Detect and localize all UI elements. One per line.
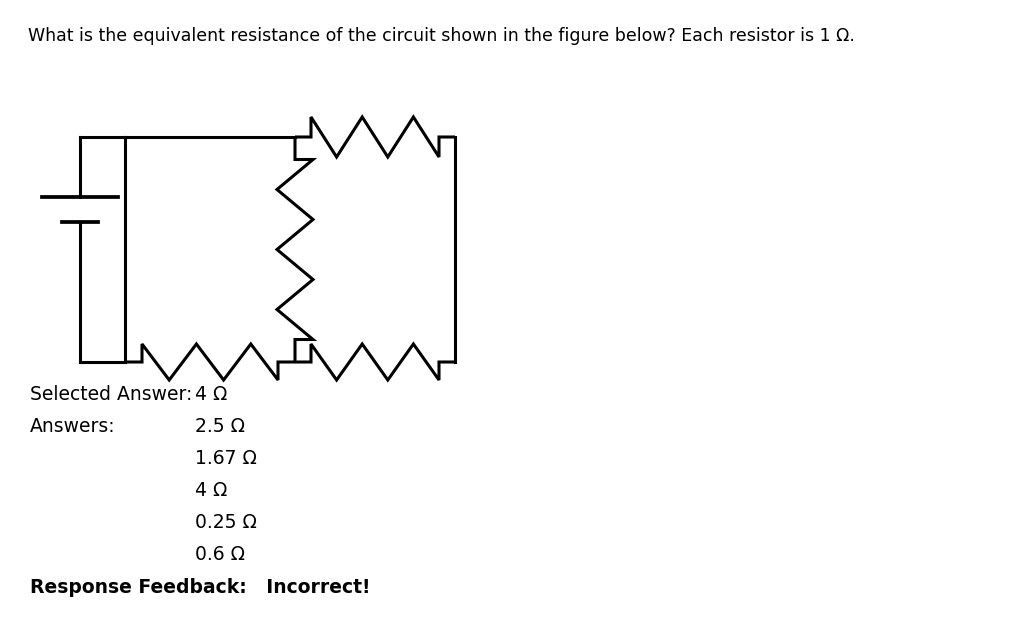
Text: Response Feedback:   Incorrect!: Response Feedback: Incorrect! <box>30 578 371 597</box>
Text: Answers:: Answers: <box>30 417 116 436</box>
Text: 1.67 Ω: 1.67 Ω <box>195 449 257 468</box>
Text: What is the equivalent resistance of the circuit shown in the figure below? Each: What is the equivalent resistance of the… <box>28 27 855 45</box>
Text: 2.5 Ω: 2.5 Ω <box>195 417 245 436</box>
Text: 4 Ω: 4 Ω <box>195 481 227 500</box>
Text: 4 Ω: 4 Ω <box>195 385 227 404</box>
Text: 0.6 Ω: 0.6 Ω <box>195 545 245 564</box>
Text: Selected Answer:: Selected Answer: <box>30 385 193 404</box>
Text: 0.25 Ω: 0.25 Ω <box>195 513 257 532</box>
